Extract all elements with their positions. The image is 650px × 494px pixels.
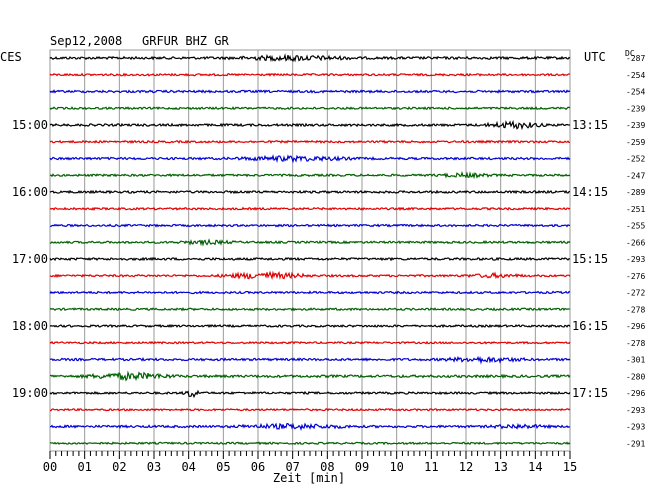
dc-offset-label: -254 [626,71,645,80]
dc-offset-label: -296 [626,322,645,331]
trace-line-19 [49,370,571,382]
utc-hour-label: 13:15 [572,118,608,132]
dc-offset-label: -289 [626,188,645,197]
dc-offset-label: -272 [626,289,645,298]
dc-offset-label: -259 [626,138,645,147]
chart-date: Sep12,2008 [50,34,122,48]
trace-line-20 [49,389,571,399]
local-hour-label: 15:00 [12,118,48,132]
left-timezone-label: CES [0,50,22,64]
trace-line-4 [49,119,571,131]
x-tick-label: 01 [77,460,91,474]
trace-line-17 [49,340,571,345]
x-tick-label: 06 [251,460,265,474]
local-hour-label: 19:00 [12,386,48,400]
trace-line-1 [49,72,571,77]
plot-frame [49,49,571,452]
chart-grid [49,49,571,452]
x-tick-label: 15 [563,460,577,474]
x-tick-label: 11 [424,460,438,474]
chart-labels: 00 01 02 03 04 05 06 07 08 09 10 11 12 13 14 15 15:00 13:… [12,54,646,474]
x-axis-ticks [49,451,571,459]
x-tick-label: 03 [147,460,161,474]
chart-station: GRFUR BHZ GR [142,34,229,48]
dc-offset-label: -255 [626,222,645,231]
x-tick-label: 12 [459,460,473,474]
dc-offset-label: -276 [626,272,645,281]
utc-hour-label: 14:15 [572,185,608,199]
trace-line-10 [50,223,571,228]
dc-offset-label: -291 [626,439,645,448]
x-tick-label: 04 [181,460,195,474]
trace-line-18 [49,355,571,365]
x-tick-label: 05 [216,460,230,474]
trace-line-5 [49,139,571,144]
x-tick-label: 13 [493,460,507,474]
trace-line-2 [49,89,571,94]
trace-line-13 [49,270,571,280]
right-timezone-label: UTC [584,50,606,64]
x-tick-label: 07 [285,460,299,474]
local-hour-label: 16:00 [12,185,48,199]
local-hour-label: 18:00 [12,319,48,333]
utc-hour-label: 17:15 [572,386,608,400]
dc-offset-label: -287 [626,54,645,63]
utc-hour-label: 15:15 [572,252,608,266]
x-tick-label: 00 [43,460,57,474]
trace-line-9 [49,206,571,211]
trace-line-0 [49,53,571,63]
trace-line-12 [49,256,571,262]
dc-header-label: DC [625,49,635,58]
x-tick-label: 10 [389,460,403,474]
dc-offset-label: -252 [626,155,645,164]
trace-line-3 [49,106,571,111]
trace-line-16 [49,323,571,329]
x-tick-label: 02 [112,460,126,474]
dc-offset-label: -278 [626,305,645,314]
seismic-traces [49,53,571,446]
utc-hour-label: 16:15 [572,319,608,333]
trace-line-8 [49,189,571,195]
trace-line-7 [49,171,571,180]
local-hour-label: 17:00 [12,252,48,266]
dc-offset-label: -266 [626,238,645,247]
dc-offset-label: -301 [626,356,645,365]
dc-offset-label: -280 [626,372,645,381]
x-axis-label: Zeit [min] [273,471,345,485]
trace-line-23 [49,441,571,446]
x-tick-label: 08 [320,460,334,474]
x-tick-label: 14 [528,460,542,474]
dc-offset-label: -293 [626,423,645,432]
dc-offset-label: -254 [626,88,645,97]
dc-offset-label: -278 [626,339,645,348]
dc-offset-label: -239 [626,121,645,130]
dc-offset-label: -239 [626,104,645,113]
dc-offset-label: -293 [626,255,645,264]
trace-line-6 [49,154,571,164]
x-tick-label: 09 [355,460,369,474]
trace-line-21 [49,407,571,412]
dc-offset-label: -296 [626,389,645,398]
trace-line-11 [49,238,571,247]
trace-line-15 [49,307,571,312]
trace-line-14 [49,290,571,295]
dc-offset-label: -247 [626,171,645,180]
dc-offset-label: -293 [626,406,645,415]
trace-line-22 [49,422,571,432]
dc-offset-label: -251 [626,205,645,214]
